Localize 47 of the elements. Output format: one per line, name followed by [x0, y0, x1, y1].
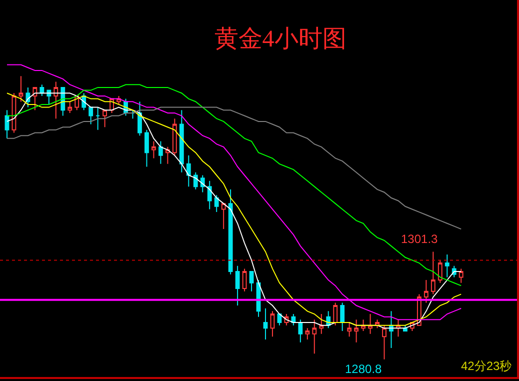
candlestick: [263, 308, 268, 340]
candlestick: [193, 172, 198, 190]
candlestick: [186, 154, 191, 188]
annotation: 42分23秒: [461, 359, 512, 373]
candlestick: [319, 314, 324, 334]
text: 1280.8: [345, 362, 382, 376]
candlestick: [138, 101, 142, 136]
candlestick: [228, 188, 233, 275]
candlestick: [32, 86, 38, 111]
candlestick: [88, 106, 94, 125]
candlestick: [333, 302, 338, 326]
candlestick: [340, 302, 345, 332]
candlestick: [102, 110, 108, 128]
candlestick: [305, 328, 310, 340]
candlestick: [368, 314, 372, 334]
candlestick: [270, 310, 275, 338]
candlestick: [389, 310, 394, 348]
candlestick: [298, 319, 303, 343]
candlestick: [235, 265, 240, 306]
candlestick: [382, 324, 386, 360]
candlestick: [347, 322, 352, 338]
candlestick: [54, 81, 58, 120]
candlestick: [172, 118, 177, 156]
candlestick: [4, 110, 10, 139]
candlestick: [221, 203, 226, 230]
chart-title: 黄金4小时图: [214, 26, 346, 52]
candlestick: [354, 319, 359, 343]
annotation: 1301.3: [401, 232, 438, 246]
candlestick: [144, 129, 149, 168]
candlestick: [249, 271, 254, 292]
candlestick: [96, 106, 100, 130]
candlestick: [179, 110, 184, 173]
candlestick: [312, 319, 317, 354]
candlestick: [424, 280, 428, 304]
candlestick: [458, 268, 464, 284]
candlestick: [151, 140, 156, 159]
candlestick: [444, 254, 450, 278]
candlestick: [158, 140, 163, 164]
candlestick: [242, 268, 247, 292]
candlestick: [214, 194, 219, 213]
candlestick: [130, 110, 135, 120]
candlestick: [438, 260, 442, 284]
candlestick: [207, 180, 212, 210]
candlestick: [40, 84, 44, 96]
candlestick: [68, 101, 72, 114]
candlestick: [18, 76, 24, 102]
candlestick: [430, 251, 436, 295]
